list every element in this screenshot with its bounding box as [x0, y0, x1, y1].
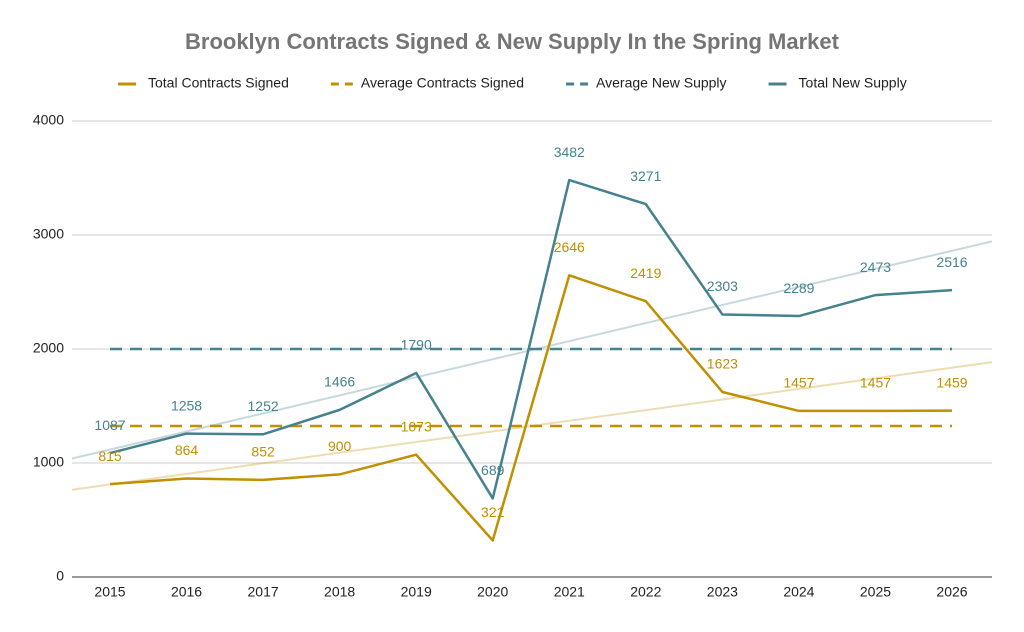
data-label: 2473 [860, 259, 891, 275]
legend-label: Average New Supply [596, 75, 726, 91]
data-label: 1087 [94, 417, 125, 433]
data-label: 2516 [936, 254, 967, 270]
data-label: 689 [481, 462, 505, 478]
legend-label: Total New Supply [799, 75, 907, 91]
x-tick-label: 2022 [630, 584, 661, 600]
data-label: 2303 [707, 278, 738, 294]
x-tick-label: 2026 [936, 584, 967, 600]
data-label: 2646 [554, 239, 585, 255]
data-label: 815 [98, 448, 122, 464]
data-label: 852 [251, 444, 275, 460]
series-line [109, 274, 953, 542]
data-label: 2289 [783, 280, 814, 296]
x-tick-label: 2017 [248, 584, 279, 600]
y-tick-label: 1000 [33, 454, 64, 470]
data-label: 1258 [171, 397, 202, 413]
x-tick-label: 2016 [171, 584, 202, 600]
data-label: 1252 [248, 398, 279, 414]
legend-label: Total Contracts Signed [148, 75, 289, 91]
data-label: 900 [328, 438, 352, 454]
data-label: 1790 [401, 337, 432, 353]
data-label: 864 [175, 442, 199, 458]
x-tick-label: 2019 [401, 584, 432, 600]
data-label: 2419 [630, 265, 661, 281]
series-line [109, 178, 953, 500]
y-tick-label: 2000 [33, 340, 64, 356]
data-label: 321 [481, 504, 505, 520]
legend-label: Average Contracts Signed [361, 75, 524, 91]
y-tick-label: 0 [56, 568, 64, 584]
y-tick-label: 3000 [33, 226, 64, 242]
chart-title: Brooklyn Contracts Signed & New Supply I… [185, 29, 840, 54]
x-tick-label: 2023 [707, 584, 738, 600]
x-tick-label: 2025 [860, 584, 891, 600]
data-label: 3482 [554, 144, 585, 160]
data-label: 1459 [936, 374, 967, 390]
x-tick-label: 2020 [477, 584, 508, 600]
data-label: 1466 [324, 374, 355, 390]
data-label: 1457 [783, 375, 814, 391]
legend: Total Contracts Signed Average Contracts … [118, 75, 907, 91]
x-tick-label: 2018 [324, 584, 355, 600]
data-label: 3271 [630, 168, 661, 184]
data-label: 1073 [401, 418, 432, 434]
data-label: 1623 [707, 356, 738, 372]
x-tick-label: 2021 [554, 584, 585, 600]
x-tick-label: 2015 [94, 584, 125, 600]
y-tick-label: 4000 [33, 112, 64, 128]
x-tick-label: 2024 [783, 584, 814, 600]
data-label: 1457 [860, 375, 891, 391]
